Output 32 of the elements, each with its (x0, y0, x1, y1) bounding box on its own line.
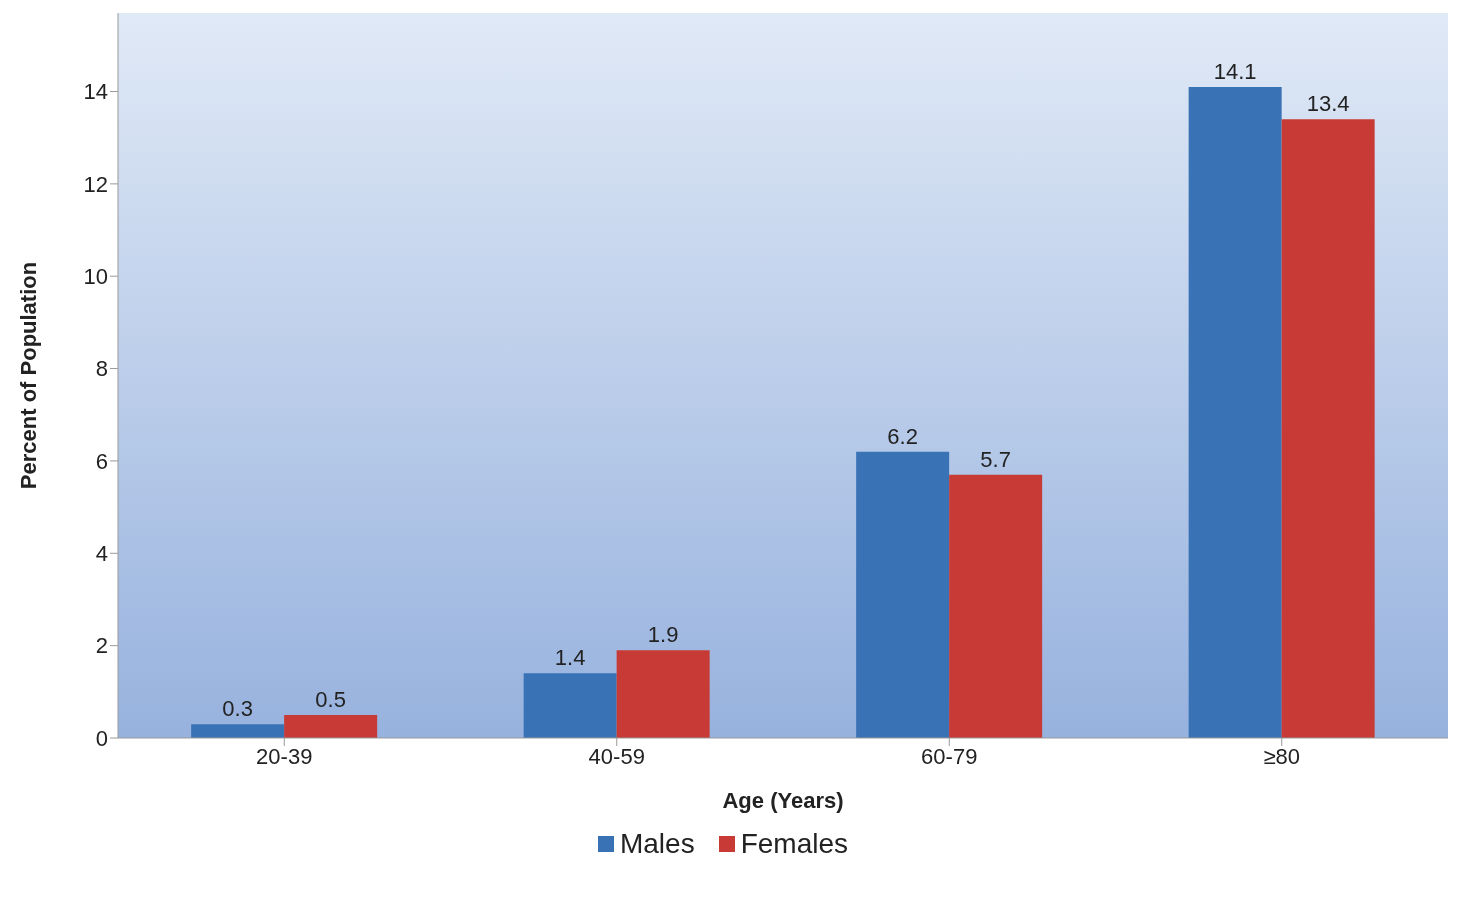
bar (1188, 86, 1282, 738)
x-tick-label: ≥80 (1263, 743, 1301, 769)
legend-label: Males (619, 828, 695, 860)
x-tick-label: 60-79 (921, 743, 978, 769)
y-axis-title: Percent of Population (15, 261, 41, 490)
bar (284, 714, 378, 738)
data-label: 6.2 (887, 423, 918, 449)
bar (191, 724, 285, 738)
y-tick-label: 14 (83, 79, 108, 105)
data-label: 0.5 (315, 686, 346, 712)
bar (949, 474, 1043, 738)
y-tick-label: 0 (95, 725, 108, 751)
bar (523, 673, 617, 738)
bar (1281, 119, 1375, 738)
y-tick-label: 10 (83, 264, 108, 290)
data-label: 5.7 (980, 446, 1011, 472)
y-tick-label: 12 (83, 171, 108, 197)
y-tick-label: 2 (95, 633, 108, 659)
y-tick-label: 8 (95, 356, 108, 382)
y-tick-label: 4 (95, 541, 108, 567)
x-axis-title: Age (Years) (722, 788, 844, 813)
x-tick-label: 40-59 (588, 743, 645, 769)
data-label: 14.1 (1213, 58, 1257, 84)
data-label: 13.4 (1306, 91, 1350, 117)
data-label: 0.3 (222, 696, 253, 722)
bar (856, 451, 950, 738)
legend-label: Females (740, 828, 849, 860)
data-label: 1.4 (554, 645, 586, 671)
data-label: 1.9 (647, 622, 679, 648)
x-tick-label: 20-39 (256, 743, 313, 769)
bar (616, 650, 710, 738)
y-tick-label: 6 (95, 448, 108, 474)
